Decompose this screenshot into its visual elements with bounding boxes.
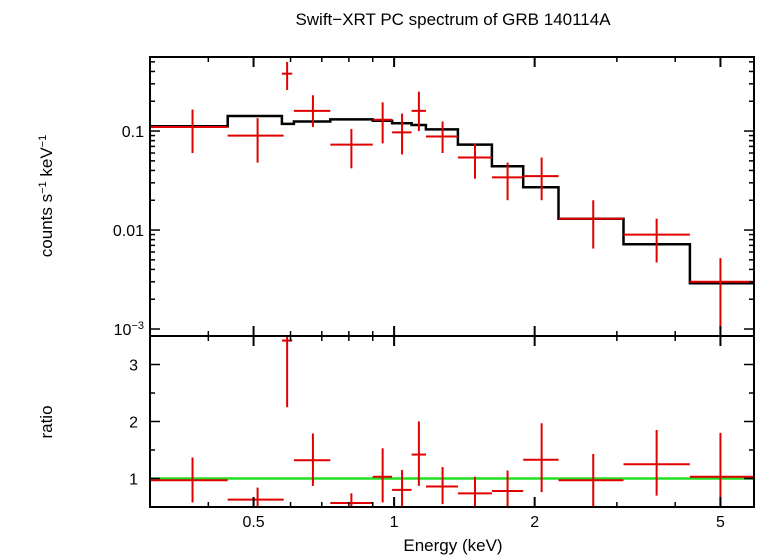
data-point-2 (281, 61, 293, 90)
ratio-point-13 (623, 430, 690, 496)
ratio-point-14 (689, 432, 754, 507)
chart-title: Swift−XRT PC spectrum of GRB 140114A (295, 10, 611, 29)
y-axis-label-spectrum: counts s−1 keV−1 (37, 135, 56, 257)
spectrum-frame (149, 56, 755, 337)
x-tick-label: 5 (716, 514, 725, 531)
data-point-7 (411, 91, 426, 132)
y-tick-label: 1 (129, 472, 138, 489)
y-tick-label: 10−3 (114, 320, 144, 339)
y-tick-label: 3 (129, 358, 138, 375)
ratio-point-1 (227, 487, 284, 507)
x-tick-label: 0.5 (242, 514, 264, 531)
data-point-14 (689, 258, 754, 336)
ratio-point-0 (150, 457, 228, 503)
x-tick-label: 2 (530, 514, 539, 531)
spectrum-panel: 0.1 0.01 10−3 (113, 56, 755, 339)
ratio-point-3 (293, 433, 331, 486)
x-tick-label: 1 (390, 514, 399, 531)
y-tick-label: 2 (129, 415, 138, 432)
ratio-point-11 (523, 423, 559, 493)
data-point-12 (558, 200, 624, 249)
ratio-point-5 (372, 448, 393, 503)
y-tick-label: 0.1 (122, 124, 144, 141)
ratio-point-10 (491, 470, 524, 507)
ratio-point-8 (425, 467, 458, 505)
data-point-3 (293, 95, 331, 127)
data-point-11 (523, 157, 559, 201)
y-tick-label: 0.01 (113, 223, 144, 240)
ratio-point-6 (392, 469, 412, 507)
data-point-4 (330, 128, 373, 169)
ratio-point-4 (330, 493, 373, 507)
data-point-13 (623, 218, 690, 263)
data-point-5 (372, 102, 393, 144)
ratio-point-2 (281, 336, 293, 408)
ratio-point-9 (457, 476, 492, 507)
model-step-line (150, 114, 754, 285)
x-axis-label: Energy (keV) (403, 536, 502, 555)
data-point-8 (425, 121, 458, 154)
data-point-1 (227, 118, 284, 163)
data-point-0 (150, 109, 228, 154)
data-point-10 (491, 162, 524, 201)
ratio-panel: 0.5 1 2 5 1 2 3 (129, 335, 755, 531)
ratio-frame (149, 335, 755, 508)
ratio-point-12 (558, 453, 624, 507)
ratio-point-7 (411, 421, 426, 486)
y-axis-label-ratio: ratio (37, 405, 56, 438)
data-point-9 (457, 143, 492, 179)
data-point-6 (392, 113, 412, 155)
